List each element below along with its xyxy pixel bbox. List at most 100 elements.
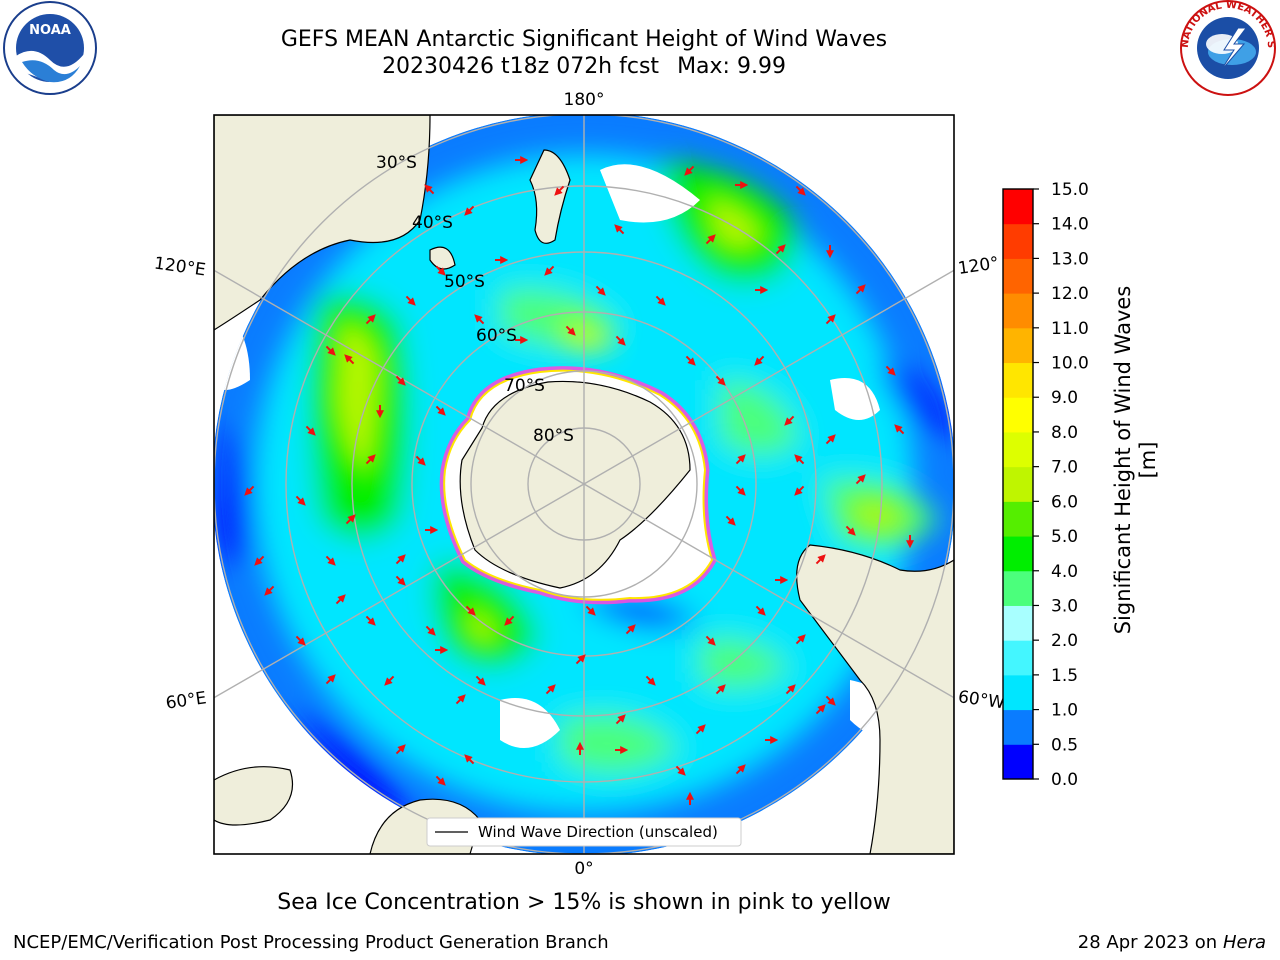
colorbar-tick-label: 9.0 <box>1051 388 1078 408</box>
wind-wave-arrow <box>725 515 736 526</box>
lat-label-40s: 40°S <box>412 213 453 233</box>
wind-wave-arrow <box>395 375 406 386</box>
map-legend: Wind Wave Direction (unscaled) <box>426 817 742 847</box>
nws-logo-text: NATIONAL WEATHER SERVICE <box>0 0 1276 49</box>
wind-wave-arrow <box>464 754 475 765</box>
wind-wave-arrow <box>554 185 565 196</box>
wind-wave-arrow <box>465 605 476 616</box>
wind-wave-arrow <box>435 405 446 416</box>
lat-label-70s: 70°S <box>504 376 545 396</box>
wind-wave-arrow <box>595 285 606 296</box>
colorbar-segment <box>1003 327 1033 364</box>
colorbar-tick-label: 0.0 <box>1051 770 1078 790</box>
wind-wave-arrow <box>794 485 805 496</box>
wind-wave-arrow <box>475 675 486 686</box>
wind-wave-arrow <box>365 314 376 325</box>
wind-wave-arrow <box>715 684 726 695</box>
wind-wave-arrow <box>705 234 716 245</box>
noaa-logo-text: NOAA <box>29 23 71 38</box>
wind-wave-arrow <box>894 424 905 435</box>
producer-credit: NCEP/EMC/Verification Post Processing Pr… <box>13 932 609 953</box>
wind-wave-arrow <box>625 624 636 635</box>
wind-wave-arrow <box>335 594 346 605</box>
wind-wave-arrow <box>395 554 406 565</box>
lon-label-60e: 60°E <box>165 688 208 713</box>
colorbar-tick-label: 7.0 <box>1051 458 1078 478</box>
wind-wave-arrow <box>825 434 836 445</box>
wind-wave-arrow <box>325 674 336 685</box>
wind-wave-arrow <box>545 684 556 695</box>
colorbar-tick-label: 8.0 <box>1051 423 1078 443</box>
colorbar-segment <box>1003 744 1033 780</box>
colorbar-tick-label: 12.0 <box>1051 284 1089 304</box>
colorbar-tick-label: 3.0 <box>1051 596 1078 616</box>
host-name: Hera <box>1222 932 1266 953</box>
lon-label-120w: 120° <box>957 253 1000 279</box>
colorbar-tick-label: 0.5 <box>1051 735 1078 755</box>
colorbar-segment <box>1003 466 1033 502</box>
wind-wave-arrow <box>735 764 746 775</box>
wind-wave-arrow <box>344 354 355 365</box>
colorbar-segment <box>1003 640 1033 676</box>
wind-wave-arrow <box>544 265 555 276</box>
wind-wave-arrow <box>825 314 836 325</box>
wind-wave-arrow <box>755 605 766 616</box>
wind-wave-arrow <box>705 635 716 646</box>
wind-wave-arrow <box>695 724 706 735</box>
wind-wave-arrow <box>345 514 356 525</box>
map-frame <box>213 114 955 855</box>
wind-wave-arrow <box>474 314 485 325</box>
wind-wave-arrow <box>675 765 686 776</box>
chart-title: GEFS MEAN Antarctic Significant Height o… <box>280 27 888 52</box>
colorbar-tick-label: 11.0 <box>1051 319 1089 339</box>
wind-wave-arrow <box>614 224 625 235</box>
latitude-labels: 30°S 40°S 50°S 60°S 70°S 80°S <box>376 153 574 446</box>
wind-wave-arrow <box>615 714 626 725</box>
colorbar-tick-label: 5.0 <box>1051 527 1078 547</box>
wind-wave-arrow <box>405 295 416 306</box>
lat-label-80s: 80°S <box>533 426 574 446</box>
wind-wave-arrow <box>795 185 806 196</box>
wind-wave-arrow <box>305 425 316 436</box>
wind-wave-arrow <box>244 485 255 496</box>
colorbar-segment <box>1003 189 1033 225</box>
wind-wave-arrow <box>885 365 896 376</box>
colorbar-tick-label: 15.0 <box>1051 180 1089 200</box>
wind-wave-arrow <box>784 415 795 426</box>
lon-label-180: 180° <box>564 90 605 110</box>
wind-wave-arrow <box>815 704 826 715</box>
wind-wave-arrows <box>244 156 914 805</box>
lat-label-60s: 60°S <box>476 326 517 346</box>
colorbar-label: Significant Height of Wind Waves [m] <box>1111 285 1160 635</box>
wind-wave-arrow <box>295 635 306 646</box>
wind-wave-arrow <box>815 554 826 565</box>
wind-wave-arrow <box>415 455 426 466</box>
lon-label-60w: 60°W <box>957 687 1006 713</box>
wind-wave-arrow <box>735 485 746 496</box>
colorbar-tick-label: 14.0 <box>1051 215 1089 235</box>
antarctica <box>439 366 717 605</box>
wind-wave-arrow <box>575 654 586 665</box>
colorbar-segment <box>1003 258 1033 294</box>
wind-wave-arrow <box>825 695 836 706</box>
forecast-time: 20230426 t18z 072h fcst <box>382 54 660 79</box>
wind-wave-arrow <box>715 375 726 386</box>
wind-wave-arrow <box>685 355 696 366</box>
wind-wave-arrow <box>845 525 856 536</box>
max-value: Max: 9.99 <box>677 54 786 79</box>
wind-wave-arrow <box>855 284 866 295</box>
wind-wave-arrow <box>504 615 515 626</box>
colorbar-tick-label: 13.0 <box>1051 249 1089 269</box>
colorbar-segment <box>1003 570 1033 606</box>
wind-wave-arrow <box>325 345 336 356</box>
noaa-logo-icon: NOAA <box>3 1 97 95</box>
wind-wave-arrow <box>464 205 475 216</box>
colorbar-segment <box>1003 709 1033 745</box>
wind-wave-arrow <box>455 694 466 705</box>
colorbar-segment <box>1003 536 1033 572</box>
wind-wave-arrow <box>435 265 446 276</box>
colorbar-segment <box>1003 431 1033 468</box>
wind-wave-arrow <box>855 474 866 485</box>
colorbar: 0.0 0.5 1.0 1.5 2.0 3.0 4.0 5.0 6.0 7.0 8.0 9.0 10.0… <box>1002 180 1089 790</box>
